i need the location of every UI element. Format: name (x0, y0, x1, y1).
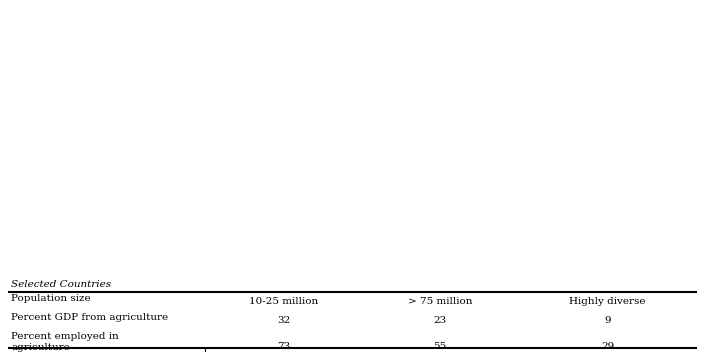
Text: Percent employed in
agriculture: Percent employed in agriculture (11, 332, 118, 352)
Text: > 75 million: > 75 million (407, 297, 472, 306)
Text: Population size: Population size (11, 294, 91, 303)
Text: 29: 29 (601, 342, 614, 351)
Text: Percent GDP from agriculture: Percent GDP from agriculture (11, 313, 168, 322)
Text: 10-25 million: 10-25 million (249, 297, 318, 306)
Text: 32: 32 (277, 316, 290, 325)
Text: 55: 55 (434, 342, 447, 351)
Text: 9: 9 (604, 316, 611, 325)
Text: Selected Countries: Selected Countries (11, 280, 111, 289)
Text: Highly diverse: Highly diverse (569, 297, 646, 306)
Text: 23: 23 (434, 316, 447, 325)
Text: 73: 73 (277, 342, 290, 351)
